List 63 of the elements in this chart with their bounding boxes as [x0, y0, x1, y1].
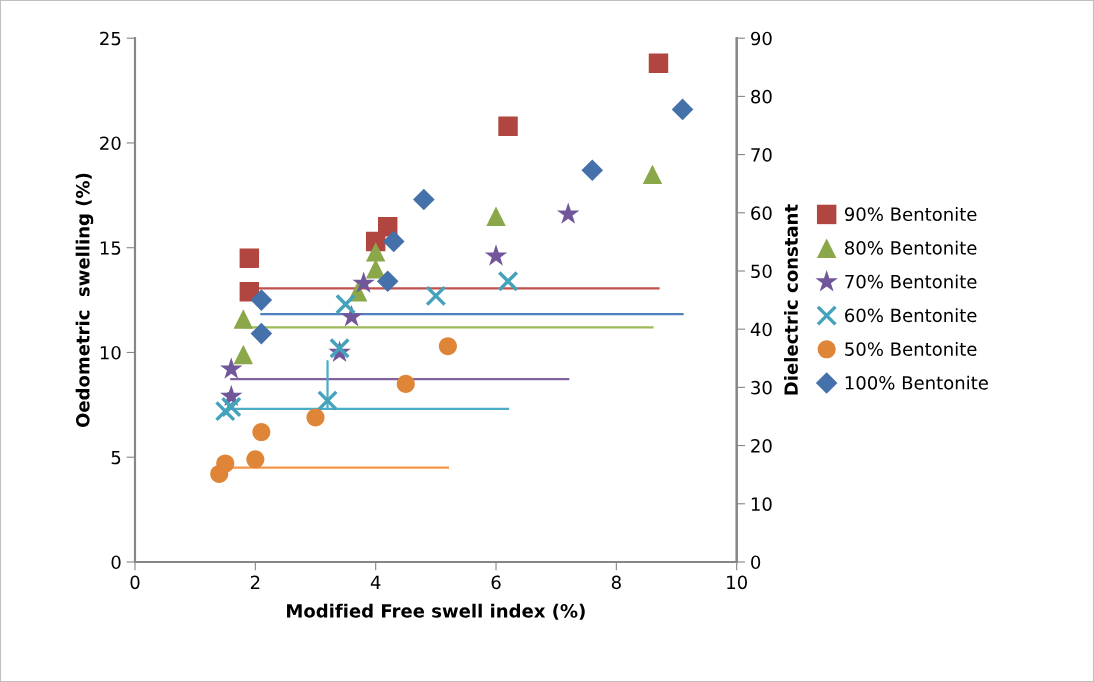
legend-label: 70% Bentonite [845, 274, 977, 289]
point [382, 230, 405, 253]
y2-tick-label: 80 [751, 89, 772, 104]
point [498, 116, 518, 136]
point [486, 206, 506, 226]
point [425, 285, 447, 307]
point [438, 337, 457, 356]
x-tick-label: 10 [727, 575, 747, 590]
y2-axis-title: Dielectric constant [783, 204, 798, 395]
point [252, 423, 271, 442]
legend-label: 100% Bentonite [845, 375, 988, 390]
point [340, 305, 363, 327]
y-tick-label: 5 [111, 450, 121, 465]
point [671, 98, 694, 121]
point [246, 450, 265, 469]
point [396, 374, 415, 393]
point [352, 271, 375, 293]
y-tick-label: 10 [100, 345, 121, 360]
y-tick-label: 0 [111, 555, 121, 570]
point [220, 396, 242, 418]
legend-label: 80% Bentonite [845, 240, 977, 255]
legend-label: 60% Bentonite [845, 308, 977, 323]
point [250, 289, 273, 311]
legend-label: 50% Bentonite [845, 341, 977, 356]
point [239, 248, 260, 268]
x-tick-label: 4 [370, 575, 381, 589]
point [335, 293, 357, 315]
y2-tick-label: 90 [751, 31, 772, 46]
point [376, 270, 399, 293]
x-tick-label: 2 [250, 575, 260, 589]
y-tick-label: 20 [100, 136, 121, 151]
x-tick-label: 6 [491, 575, 501, 590]
point [484, 244, 508, 266]
point [557, 202, 580, 224]
y-axis-title: Oedometric swelling (%) [75, 173, 94, 428]
y2-tick-label: 0 [751, 555, 761, 570]
x-tick-label: 0 [130, 575, 140, 590]
point [214, 400, 236, 422]
point [233, 309, 254, 329]
point [233, 344, 254, 365]
y-tick-label: 25 [100, 31, 121, 46]
y2-tick-label: 30 [751, 380, 772, 395]
point [216, 454, 235, 473]
point [642, 164, 663, 185]
y2-tick-label: 20 [751, 439, 772, 453]
point [317, 390, 339, 412]
y2-tick-label: 40 [750, 322, 772, 337]
point [497, 270, 519, 292]
y2-tick-label: 70 [751, 148, 772, 162]
y-tick-label: 15 [100, 241, 121, 255]
y2-tick-label: 10 [751, 497, 772, 511]
point [220, 357, 243, 379]
point [581, 159, 604, 181]
point [306, 408, 325, 427]
x-axis-title: Modified Free swell index (%) [287, 603, 585, 620]
y2-tick-label: 60 [751, 206, 772, 220]
y2-tick-label: 50 [751, 264, 772, 279]
point [365, 242, 386, 262]
legend-label: 90% Bentonite [844, 207, 977, 222]
point [648, 53, 669, 74]
point [413, 188, 435, 211]
point [250, 322, 273, 345]
x-tick-label: 8 [611, 575, 621, 590]
